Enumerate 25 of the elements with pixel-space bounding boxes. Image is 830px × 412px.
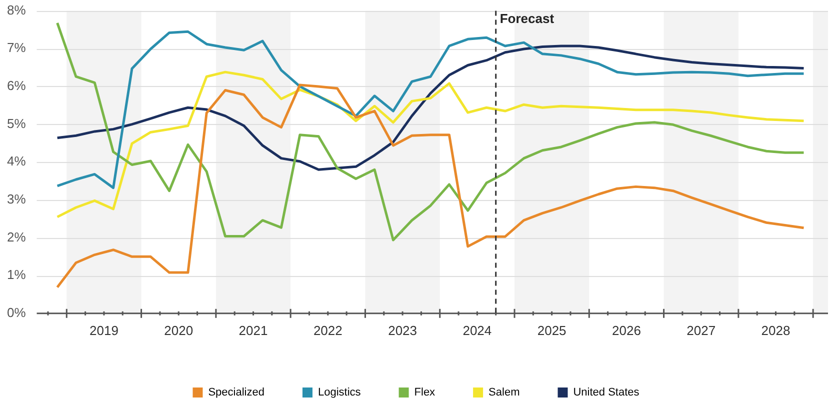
x-tick-label: 2023: [388, 322, 417, 338]
legend-label: Salem: [488, 386, 520, 399]
legend-label: United States: [573, 386, 640, 399]
x-tick-label: 2022: [313, 322, 342, 338]
y-tick-label: 7%: [6, 40, 26, 56]
legend-label: Flex: [414, 386, 436, 399]
y-tick-label: 0%: [6, 304, 26, 320]
legend-label: Logistics: [318, 386, 362, 399]
x-tick-label: 2024: [462, 322, 492, 338]
y-tick-label: 1%: [6, 267, 26, 282]
x-tick-label: 2027: [686, 322, 716, 338]
ref-line-label: Forecast: [500, 10, 555, 26]
y-tick-label: 8%: [6, 2, 26, 18]
y-tick-label: 5%: [6, 116, 26, 131]
y-tick-label: 3%: [6, 192, 26, 207]
x-tick-label: 2028: [761, 322, 790, 338]
y-tick-label: 2%: [6, 229, 26, 244]
x-tick-label: 2026: [612, 322, 641, 338]
x-tick-label: 2020: [164, 322, 194, 338]
x-tick-label: 2019: [90, 322, 118, 338]
y-tick-label: 4%: [6, 154, 26, 169]
legend-label: Specialized: [208, 386, 264, 399]
x-tick-label: 2021: [238, 322, 268, 338]
y-tick-label: 6%: [6, 78, 26, 94]
x-tick-label: 2025: [537, 322, 566, 338]
